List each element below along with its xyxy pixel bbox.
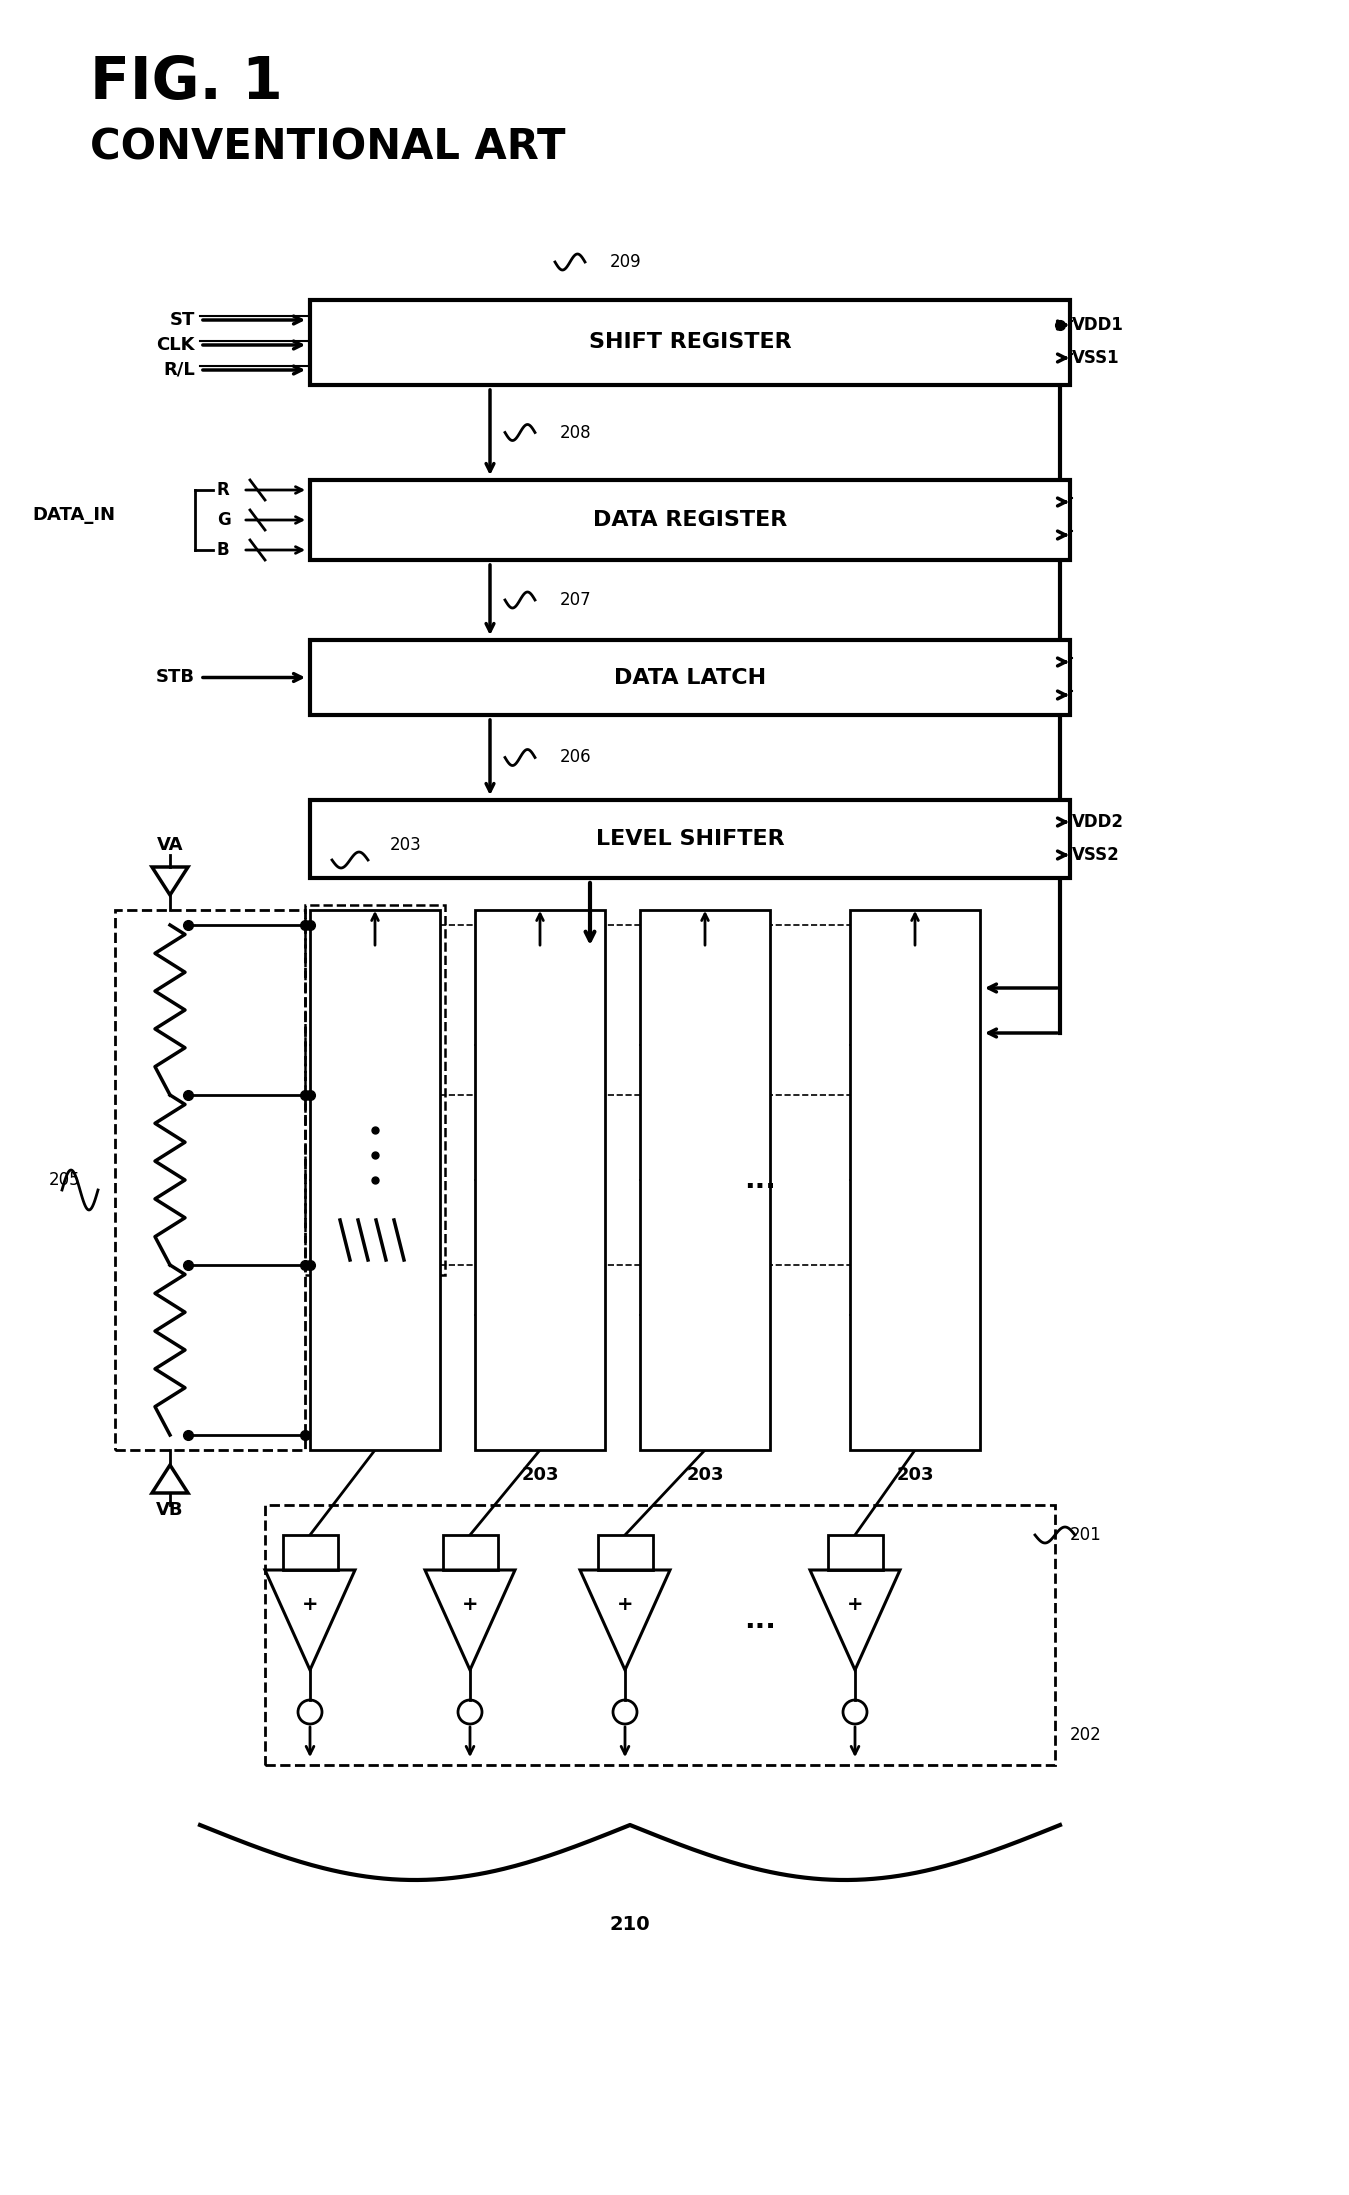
- Text: 203: 203: [521, 1466, 558, 1484]
- Text: 210: 210: [610, 1916, 650, 1934]
- Bar: [850, 911, 979, 1451]
- Bar: [310, 641, 1070, 716]
- Bar: [264, 1506, 1055, 1765]
- Bar: [310, 481, 1070, 560]
- Bar: [827, 1534, 882, 1569]
- Text: ...: ...: [745, 1607, 776, 1633]
- Text: 203: 203: [896, 1466, 934, 1484]
- Text: R: R: [217, 481, 229, 498]
- Text: B: B: [217, 540, 229, 560]
- Bar: [442, 1534, 498, 1569]
- Text: +: +: [847, 1596, 863, 1616]
- Text: 202: 202: [1070, 1725, 1102, 1745]
- Bar: [310, 799, 1070, 878]
- Text: ST: ST: [170, 312, 196, 329]
- Bar: [310, 301, 1070, 384]
- Text: G: G: [217, 511, 231, 529]
- Bar: [475, 911, 604, 1451]
- Bar: [310, 911, 440, 1451]
- Text: 201: 201: [1070, 1526, 1102, 1543]
- Text: DATA_IN: DATA_IN: [32, 507, 115, 525]
- Text: FIG. 1: FIG. 1: [90, 53, 283, 110]
- Text: 209: 209: [610, 252, 642, 270]
- Text: VSS2: VSS2: [1072, 845, 1120, 865]
- Text: ...: ...: [745, 1166, 776, 1194]
- Text: 205: 205: [49, 1170, 81, 1190]
- Text: DATA LATCH: DATA LATCH: [614, 667, 766, 687]
- Bar: [305, 904, 445, 1275]
- Text: VA: VA: [156, 836, 183, 854]
- Bar: [282, 1534, 337, 1569]
- Bar: [115, 911, 305, 1451]
- Text: +: +: [461, 1596, 479, 1616]
- Text: 203: 203: [390, 836, 422, 854]
- Text: +: +: [616, 1596, 633, 1616]
- Text: +: +: [302, 1596, 318, 1616]
- Text: VB: VB: [156, 1501, 183, 1519]
- Text: VDD2: VDD2: [1072, 812, 1124, 832]
- Text: R/L: R/L: [163, 360, 196, 380]
- Text: CLK: CLK: [156, 336, 196, 353]
- Text: 206: 206: [560, 748, 592, 766]
- Text: STB: STB: [156, 669, 196, 687]
- Text: VSS1: VSS1: [1072, 349, 1120, 367]
- Text: DATA REGISTER: DATA REGISTER: [592, 509, 786, 529]
- Text: VDD1: VDD1: [1072, 316, 1124, 334]
- Bar: [598, 1534, 653, 1569]
- Bar: [639, 911, 770, 1451]
- Text: 207: 207: [560, 590, 592, 608]
- Text: LEVEL SHIFTER: LEVEL SHIFTER: [596, 830, 784, 849]
- Text: 208: 208: [560, 424, 592, 441]
- Text: CONVENTIONAL ART: CONVENTIONAL ART: [90, 127, 565, 169]
- Text: 203: 203: [687, 1466, 724, 1484]
- Text: SHIFT REGISTER: SHIFT REGISTER: [588, 331, 792, 353]
